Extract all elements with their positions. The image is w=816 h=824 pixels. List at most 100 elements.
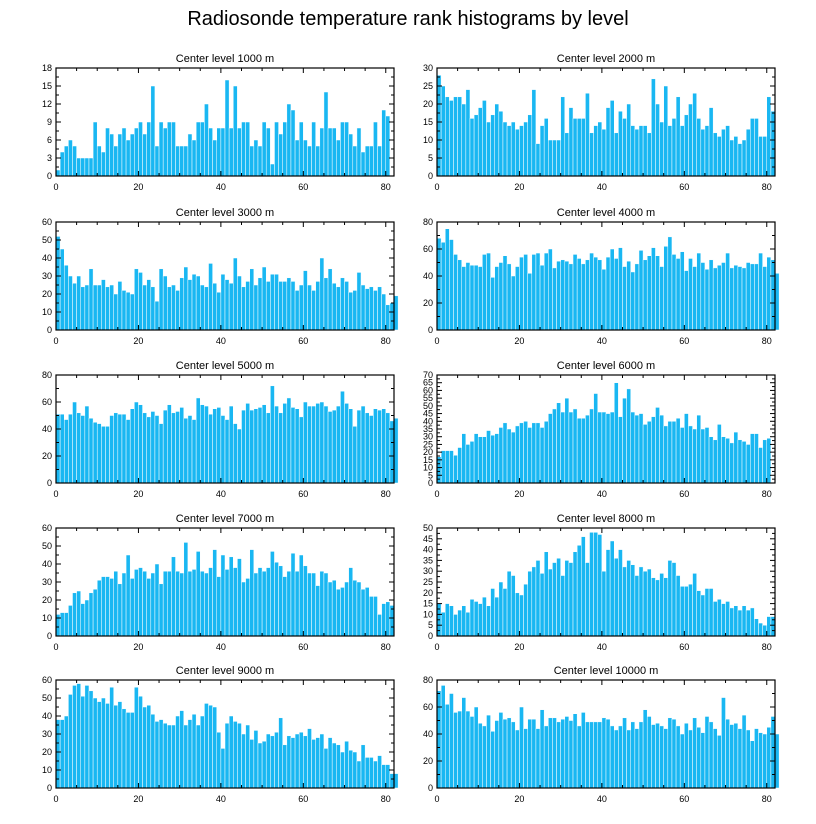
histogram-bar <box>224 79 230 177</box>
histogram-bar <box>490 434 495 484</box>
histogram-bar <box>187 279 193 331</box>
y-tick-label: 0 <box>47 325 52 335</box>
histogram-bar <box>134 569 139 637</box>
histogram-bar <box>319 257 325 331</box>
histogram-bar <box>307 572 312 637</box>
histogram-bar <box>286 103 292 177</box>
y-tick-label: 20 <box>423 588 433 598</box>
histogram-bar <box>270 551 275 637</box>
histogram-bar <box>298 121 304 177</box>
histogram-bar <box>298 284 304 331</box>
histogram-bar <box>298 554 304 637</box>
histogram-bar <box>311 405 316 484</box>
histogram-bar <box>708 436 714 484</box>
histogram-bar <box>117 583 123 637</box>
histogram-bar <box>638 566 644 637</box>
histogram-bar <box>630 721 636 789</box>
histogram-bar <box>552 139 557 177</box>
histogram-bar <box>585 92 590 177</box>
histogram-bar <box>179 145 185 177</box>
histogram-bar <box>319 733 325 789</box>
histogram-bar <box>700 732 706 789</box>
histogram-bar <box>224 279 230 331</box>
histogram-bar <box>663 728 669 789</box>
histogram-bar <box>265 127 271 177</box>
y-tick-label: 50 <box>42 693 52 703</box>
histogram-bar <box>721 262 726 331</box>
histogram-bar <box>659 573 664 637</box>
histogram-bar <box>146 121 152 177</box>
histogram-bar <box>688 583 693 637</box>
histogram-bar <box>274 561 279 637</box>
histogram-bar <box>105 426 110 484</box>
histogram-bar <box>369 596 374 637</box>
histogram-bar <box>642 570 648 637</box>
histogram-bar <box>80 286 86 331</box>
histogram-bar <box>96 701 102 789</box>
histogram-bar <box>535 728 541 789</box>
histogram-bar <box>510 275 516 331</box>
histogram-bar <box>684 413 689 484</box>
histogram-bar <box>712 267 718 331</box>
histogram-bar <box>618 110 623 177</box>
x-tick-label: 80 <box>381 794 391 804</box>
histogram-bar <box>733 722 739 789</box>
histogram-bar <box>642 125 648 177</box>
histogram-bar <box>249 409 255 484</box>
histogram-bar <box>237 558 242 637</box>
histogram-bar <box>465 89 471 177</box>
histogram-bar <box>750 263 755 331</box>
x-tick-label: 20 <box>514 794 524 804</box>
x-tick-label: 0 <box>434 182 439 192</box>
histogram-bar <box>663 577 669 637</box>
histogram-bar <box>675 258 681 331</box>
histogram-bar <box>721 697 726 789</box>
y-tick-label: 40 <box>42 424 52 434</box>
histogram-bar <box>117 281 123 331</box>
histogram-bar <box>725 125 730 177</box>
histogram-bar <box>373 121 378 177</box>
y-tick-label: 25 <box>423 577 433 587</box>
histogram-bar <box>138 404 143 484</box>
histogram-bar <box>671 718 677 789</box>
histogram-bar <box>84 405 90 484</box>
histogram-bar <box>679 251 685 331</box>
histogram-bar <box>440 611 446 637</box>
histogram-bar <box>331 127 337 177</box>
histogram-bar <box>519 594 524 637</box>
x-tick-label: 0 <box>53 336 58 346</box>
histogram-bar <box>758 252 763 331</box>
y-tick-label: 40 <box>42 711 52 721</box>
histogram-bar <box>762 136 768 177</box>
histogram-bar <box>352 426 358 484</box>
panel-2: Center level 2000 m 0 5 10 15 20 25 30 0 20 40 60 80 <box>423 53 776 192</box>
histogram-bar <box>585 259 590 331</box>
histogram-bar <box>393 773 399 789</box>
histogram-bar <box>340 277 345 331</box>
histogram-bar <box>531 254 537 331</box>
histogram-bar <box>663 425 669 484</box>
histogram-bar <box>286 397 292 484</box>
histogram-bar <box>204 286 209 331</box>
histogram-bar <box>121 708 127 789</box>
histogram-bar <box>88 417 94 484</box>
histogram-bar <box>146 704 152 789</box>
histogram-bar <box>105 286 110 331</box>
histogram-bar <box>642 259 648 331</box>
histogram-bar <box>671 254 677 331</box>
histogram-bar <box>340 751 345 789</box>
histogram-bar <box>125 712 131 789</box>
histogram-bar <box>200 404 205 484</box>
histogram-bar <box>766 616 772 637</box>
histogram-bar <box>92 121 98 177</box>
y-tick-label: 0 <box>47 631 52 641</box>
histogram-bar <box>303 401 308 484</box>
histogram-bar <box>721 128 726 177</box>
histogram-bar <box>745 609 751 637</box>
histogram-bar <box>737 609 743 637</box>
x-tick-label: 80 <box>762 489 772 499</box>
histogram-bar <box>307 284 312 331</box>
histogram-bar <box>311 290 316 331</box>
y-tick-label: 55 <box>423 393 433 403</box>
histogram-bar <box>282 576 288 637</box>
